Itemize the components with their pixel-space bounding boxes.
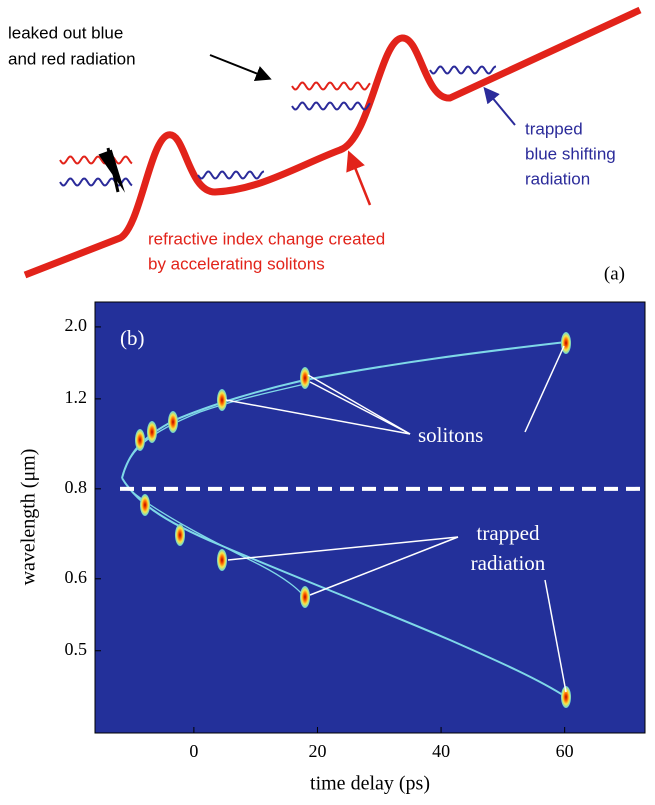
soliton-trace xyxy=(121,341,567,479)
index-curve xyxy=(23,6,642,279)
spot xyxy=(300,367,310,389)
spot xyxy=(147,421,157,443)
y-tick-label: 0.8 xyxy=(65,477,88,497)
annotation: radiation xyxy=(471,551,546,575)
wave xyxy=(291,101,371,111)
radiation-trace xyxy=(121,477,567,698)
plot-frame xyxy=(94,301,646,734)
leaked-label: leaked out blue xyxy=(8,23,123,42)
spot xyxy=(140,494,150,516)
traces xyxy=(121,341,567,698)
plot-background xyxy=(95,302,645,733)
spot xyxy=(135,429,145,451)
y-tick-label: 0.5 xyxy=(65,639,88,659)
trapped-label: radiation xyxy=(525,169,590,188)
annotation: trapped xyxy=(477,521,540,545)
arrow xyxy=(346,150,372,206)
y-tick-label: 1.2 xyxy=(65,387,88,407)
arrow xyxy=(209,54,272,82)
arrow xyxy=(483,86,516,126)
spot xyxy=(168,411,178,433)
spots xyxy=(135,332,571,708)
spot xyxy=(561,686,571,708)
index-label: refractive index change created xyxy=(148,229,385,248)
panel-a: leaked out blue and red radiation trappe… xyxy=(8,6,642,284)
panel-label: (a) xyxy=(604,263,625,284)
wave-group xyxy=(59,65,497,187)
annotation: solitons xyxy=(418,423,483,447)
trapped-label: blue shifting xyxy=(525,144,616,163)
x-tick-label: 60 xyxy=(556,741,574,761)
spot xyxy=(300,586,310,608)
soliton-trace xyxy=(121,383,306,479)
spot xyxy=(217,549,227,571)
y-tick-label: 2.0 xyxy=(65,315,88,335)
panel-b: solitons trapped radiation (b) time dela… xyxy=(18,301,646,795)
y-tick-label: 0.6 xyxy=(65,567,88,587)
spot xyxy=(217,389,227,411)
leaked-label: and red radiation xyxy=(8,49,136,68)
spot xyxy=(175,524,185,546)
panel-label: (b) xyxy=(120,326,145,350)
x-axis-label: time delay (ps) xyxy=(310,773,430,795)
wave xyxy=(429,65,497,75)
x-tick-label: 0 xyxy=(189,741,198,761)
wave xyxy=(59,155,133,165)
trapped-label: trapped xyxy=(525,119,583,138)
arrow-head xyxy=(98,149,126,193)
index-label: by accelerating solitons xyxy=(148,254,325,273)
x-tick-label: 40 xyxy=(432,741,450,761)
y-axis-label: wavelength (μm) xyxy=(18,449,40,586)
pointer-lines xyxy=(225,345,567,693)
wave xyxy=(197,170,265,180)
x-tick-label: 20 xyxy=(308,741,326,761)
wave xyxy=(291,81,371,91)
